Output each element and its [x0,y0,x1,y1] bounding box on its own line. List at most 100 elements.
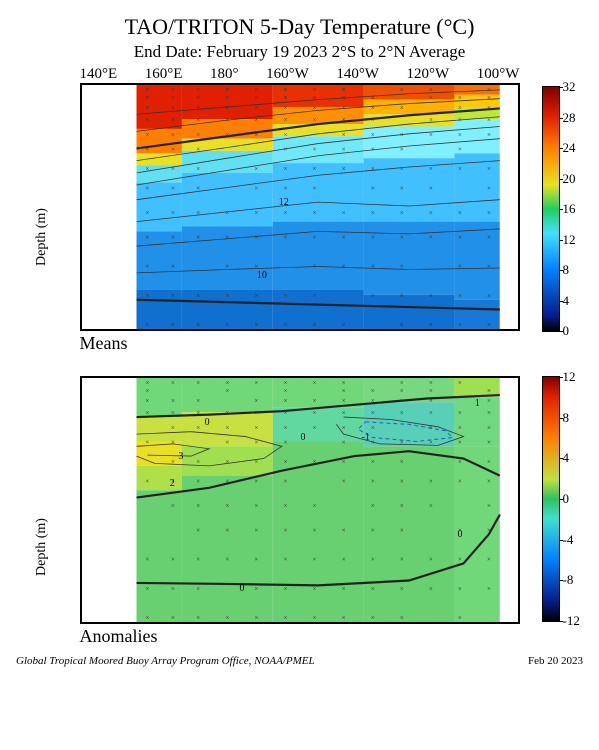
svg-text:×: × [196,526,200,534]
y-axis-label-2: Depth (m) [34,518,50,576]
contour-label: 2 [169,478,176,489]
svg-text:×: × [225,263,229,271]
svg-text:×: × [170,145,174,153]
contour-label: 3 [177,451,184,462]
svg-text:×: × [370,614,374,622]
svg-text:×: × [225,131,229,139]
chart-container: TAO/TRITON 5-Day Temperature (°C) End Da… [10,14,589,667]
svg-text:×: × [254,585,258,593]
svg-text:×: × [145,94,149,102]
svg-text:×: × [428,209,432,217]
svg-text:×: × [254,209,258,217]
svg-text:×: × [283,379,287,387]
svg-text:×: × [283,94,287,102]
svg-text:×: × [145,397,149,405]
svg-text:×: × [341,116,345,124]
svg-text:×: × [457,379,461,387]
svg-text:×: × [341,209,345,217]
svg-text:×: × [312,116,316,124]
svg-text:×: × [341,321,345,329]
svg-text:×: × [170,502,174,510]
panel-2-wrap: Depth (m) × × × × × × × × × × × × × × × × × × × × × × × × × × × × × ×… [20,376,580,647]
svg-text:×: × [254,263,258,271]
x-axis-ticks-top: 140°E160°E180°160°W140°W120°W100°W [80,66,520,83]
svg-text:×: × [341,387,345,395]
svg-text:×: × [486,86,490,94]
svg-text:×: × [196,477,200,485]
svg-text:×: × [399,145,403,153]
svg-text:×: × [457,292,461,300]
svg-text:×: × [486,409,490,417]
svg-text:×: × [196,116,200,124]
svg-text:×: × [457,145,461,153]
svg-text:×: × [225,104,229,112]
svg-text:×: × [170,438,174,446]
svg-text:×: × [283,409,287,417]
svg-text:×: × [457,233,461,241]
svg-text:×: × [225,321,229,329]
svg-text:×: × [170,184,174,192]
panel-anomalies: ××××××××××××××××××××××××××××××××××××××××… [80,376,520,624]
svg-text:×: × [170,86,174,94]
svg-text:×: × [399,263,403,271]
svg-text:×: × [145,409,149,417]
svg-text:×: × [399,502,403,510]
colorbar-tick-label: 12 [563,232,576,248]
svg-text:×: × [145,131,149,139]
colorbar-tick-label: -4 [563,532,574,548]
svg-text:×: × [399,526,403,534]
svg-text:×: × [145,209,149,217]
svg-text:×: × [428,321,432,329]
svg-text:×: × [196,321,200,329]
svg-text:×: × [145,556,149,564]
svg-text:×: × [370,94,374,102]
panel-title-anomalies: Anomalies [80,626,580,647]
svg-text:×: × [486,104,490,112]
svg-text:×: × [457,585,461,593]
svg-text:×: × [170,131,174,139]
svg-text:×: × [283,184,287,192]
svg-text:×: × [145,292,149,300]
svg-text:×: × [457,131,461,139]
svg-text:×: × [312,86,316,94]
x-tick-label: 100°W [477,66,520,83]
colorbar-tick-label: 24 [563,140,576,156]
svg-text:×: × [428,292,432,300]
svg-text:×: × [283,614,287,622]
svg-text:×: × [399,556,403,564]
svg-text:×: × [312,424,316,432]
svg-text:×: × [196,145,200,153]
svg-text:×: × [225,233,229,241]
svg-text:×: × [457,104,461,112]
svg-text:×: × [370,116,374,124]
svg-text:×: × [283,86,287,94]
svg-text:×: × [486,438,490,446]
svg-text:×: × [254,94,258,102]
svg-text:×: × [428,397,432,405]
svg-text:×: × [399,104,403,112]
svg-text:×: × [254,409,258,417]
svg-text:×: × [370,292,374,300]
svg-text:×: × [486,209,490,217]
svg-text:×: × [145,387,149,395]
svg-text:×: × [283,233,287,241]
svg-text:×: × [254,526,258,534]
svg-text:×: × [457,477,461,485]
svg-text:×: × [399,233,403,241]
svg-text:×: × [428,86,432,94]
svg-text:×: × [486,131,490,139]
svg-text:×: × [170,209,174,217]
svg-text:×: × [225,424,229,432]
svg-text:×: × [145,321,149,329]
svg-text:×: × [457,614,461,622]
svg-text:×: × [370,526,374,534]
contour-label: 12 [278,197,290,208]
svg-text:×: × [428,424,432,432]
svg-text:×: × [341,458,345,466]
svg-text:×: × [196,614,200,622]
svg-text:×: × [145,145,149,153]
svg-text:×: × [196,424,200,432]
svg-text:×: × [370,397,374,405]
svg-text:×: × [196,104,200,112]
contour-label: 0 [204,417,211,428]
